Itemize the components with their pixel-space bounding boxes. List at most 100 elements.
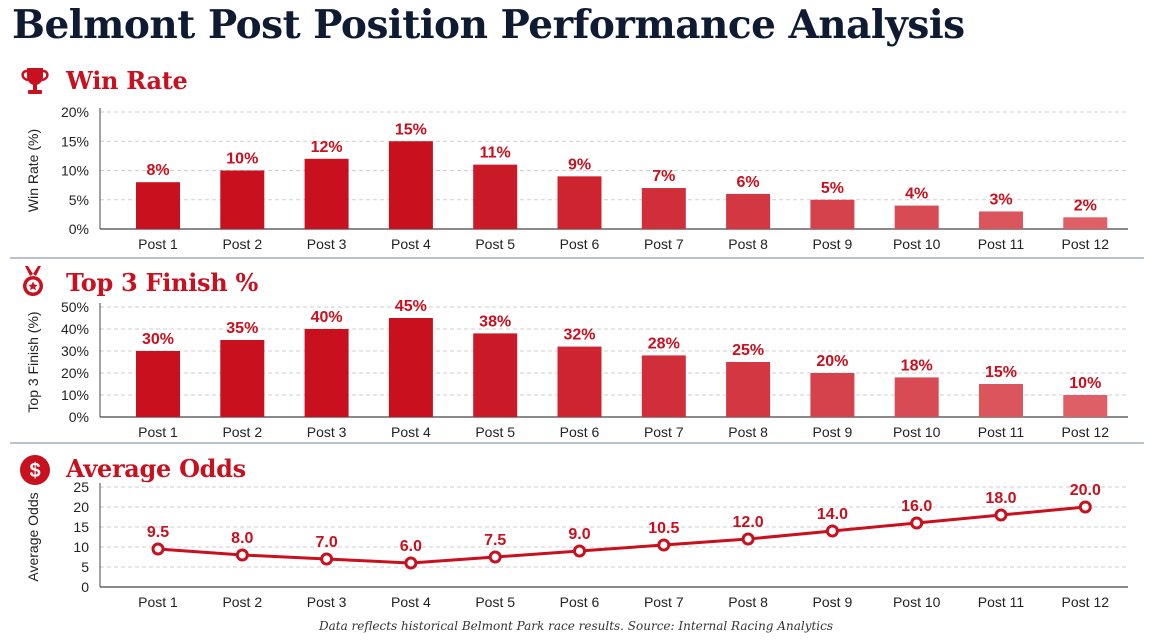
y-tick-label: 10% [61,387,89,403]
panel-separator [10,442,1144,444]
bar-post-8 [726,362,771,417]
win-rate-chart: 0% 5% 10% 15% 20% Win Rate (%) Post 1 Post 2 Pos… [25,104,1128,252]
data-label: 30% [142,331,174,348]
y-axis-label: Win Rate (%) [25,129,41,212]
data-label: 28% [648,335,680,352]
data-label: 6.0 [400,538,422,555]
x-tick-label-post-9: Post 9 [813,236,853,252]
point-post-11 [994,508,1008,522]
x-tick-label-post-11: Post 11 [978,594,1025,610]
data-label: 45% [395,298,427,315]
y-tick-label: 25 [73,479,89,495]
x-tick-label-post-6: Post 6 [560,424,600,440]
footnote: Data reflects historical Belmont Park ra… [318,619,834,633]
trophy-icon [21,68,49,94]
average-odds-chart: 0 5 10 15 20 25 Average Odds Post 1 Post 2 Post 3… [25,479,1128,610]
bar-post-8 [726,193,771,229]
y-tick-label: 5 [81,559,89,575]
win-rate-title: Win Rate [66,66,188,95]
x-tick-label-post-9: Post 9 [813,594,853,610]
data-label: 16.0 [901,498,932,515]
x-tick-label-post-11: Post 11 [978,424,1025,440]
data-label: 20.0 [1070,482,1101,499]
data-label: 14.0 [817,506,848,523]
y-tick-label: 15% [61,133,89,149]
dollar-icon: $ [20,455,50,485]
data-label: 4% [905,186,928,203]
y-tick-label: 30% [61,343,89,359]
y-tick-label: 0% [69,409,89,425]
y-tick-label: 5% [69,192,89,208]
data-label: 7% [652,168,675,185]
point-post-4 [404,556,418,570]
data-label: 18.0 [985,490,1016,507]
y-tick-label: 20% [61,365,89,381]
y-tick-label: 40% [61,321,89,337]
bar-post-5 [473,164,518,229]
panel-separator [10,257,1144,259]
point-post-5 [488,550,502,564]
x-tick-label-post-5: Post 5 [475,236,515,252]
x-tick-label-post-12: Post 12 [1062,424,1110,440]
data-label: 10% [1069,375,1101,392]
data-label: 20% [816,353,848,370]
x-tick-label-post-5: Post 5 [475,424,515,440]
x-tick-label-post-2: Post 2 [222,424,262,440]
data-label: 10.5 [648,520,679,537]
y-axis-label: Average Odds [25,492,41,581]
y-tick-label: 50% [61,299,89,315]
bar-post-12 [1063,395,1108,417]
data-label: 38% [479,313,511,330]
x-tick-label-post-4: Post 4 [391,236,431,252]
bar-post-11 [979,211,1023,229]
page-title: Belmont Post Position Performance Analys… [12,2,965,48]
x-tick-label-post-8: Post 8 [728,424,768,440]
point-post-10 [910,516,924,530]
data-label: 9.5 [147,524,169,541]
x-tick-label-post-8: Post 8 [728,594,768,610]
x-tick-label-post-3: Post 3 [307,424,347,440]
x-tick-label-post-8: Post 8 [728,236,768,252]
y-tick-label: 15 [73,519,89,535]
x-tick-label-post-1: Post 1 [138,424,178,440]
x-tick-label-post-11: Post 11 [978,236,1025,252]
data-label: 32% [563,327,595,344]
point-post-6 [573,544,586,558]
bar-post-6 [557,346,602,417]
y-tick-label: 0% [69,221,89,237]
data-label: 35% [226,320,258,337]
bar-post-7 [641,355,686,417]
x-tick-label-post-12: Post 12 [1062,594,1110,610]
data-label: 3% [989,191,1012,208]
y-axis-label: Top 3 Finish (%) [25,311,41,412]
x-tick-label-post-3: Post 3 [307,594,347,610]
x-tick-label-post-9: Post 9 [813,424,853,440]
point-post-12 [1078,500,1092,514]
data-label: 7.0 [315,534,337,551]
svg-text:$: $ [29,460,40,482]
bar-post-12 [1063,217,1108,229]
top3-finish-title: Top 3 Finish % [66,268,258,297]
x-tick-label-post-2: Post 2 [222,236,262,252]
bar-post-6 [557,176,602,229]
point-post-8 [741,532,755,546]
bar-post-4 [388,318,433,417]
x-tick-label-post-10: Post 10 [893,594,941,610]
bar-post-7 [641,188,686,229]
bar-post-3 [304,158,349,229]
x-tick-label-post-7: Post 7 [644,594,684,610]
x-tick-label-post-7: Post 7 [644,236,684,252]
medal-icon [23,266,43,296]
bar-post-10 [894,377,939,417]
bar-post-2 [220,170,265,229]
bar-post-3 [304,329,349,417]
x-tick-label-post-4: Post 4 [391,594,431,610]
bar-post-1 [136,351,180,417]
x-tick-label-post-3: Post 3 [307,236,347,252]
y-tick-label: 10% [61,163,89,179]
point-post-1 [151,542,165,556]
data-label: 8.0 [231,530,253,547]
x-tick-label-post-1: Post 1 [138,236,178,252]
data-label: 9.0 [568,526,590,543]
data-label: 12.0 [733,514,764,531]
